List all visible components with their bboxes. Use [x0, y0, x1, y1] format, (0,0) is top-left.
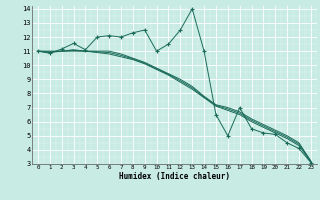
X-axis label: Humidex (Indice chaleur): Humidex (Indice chaleur) [119, 172, 230, 181]
